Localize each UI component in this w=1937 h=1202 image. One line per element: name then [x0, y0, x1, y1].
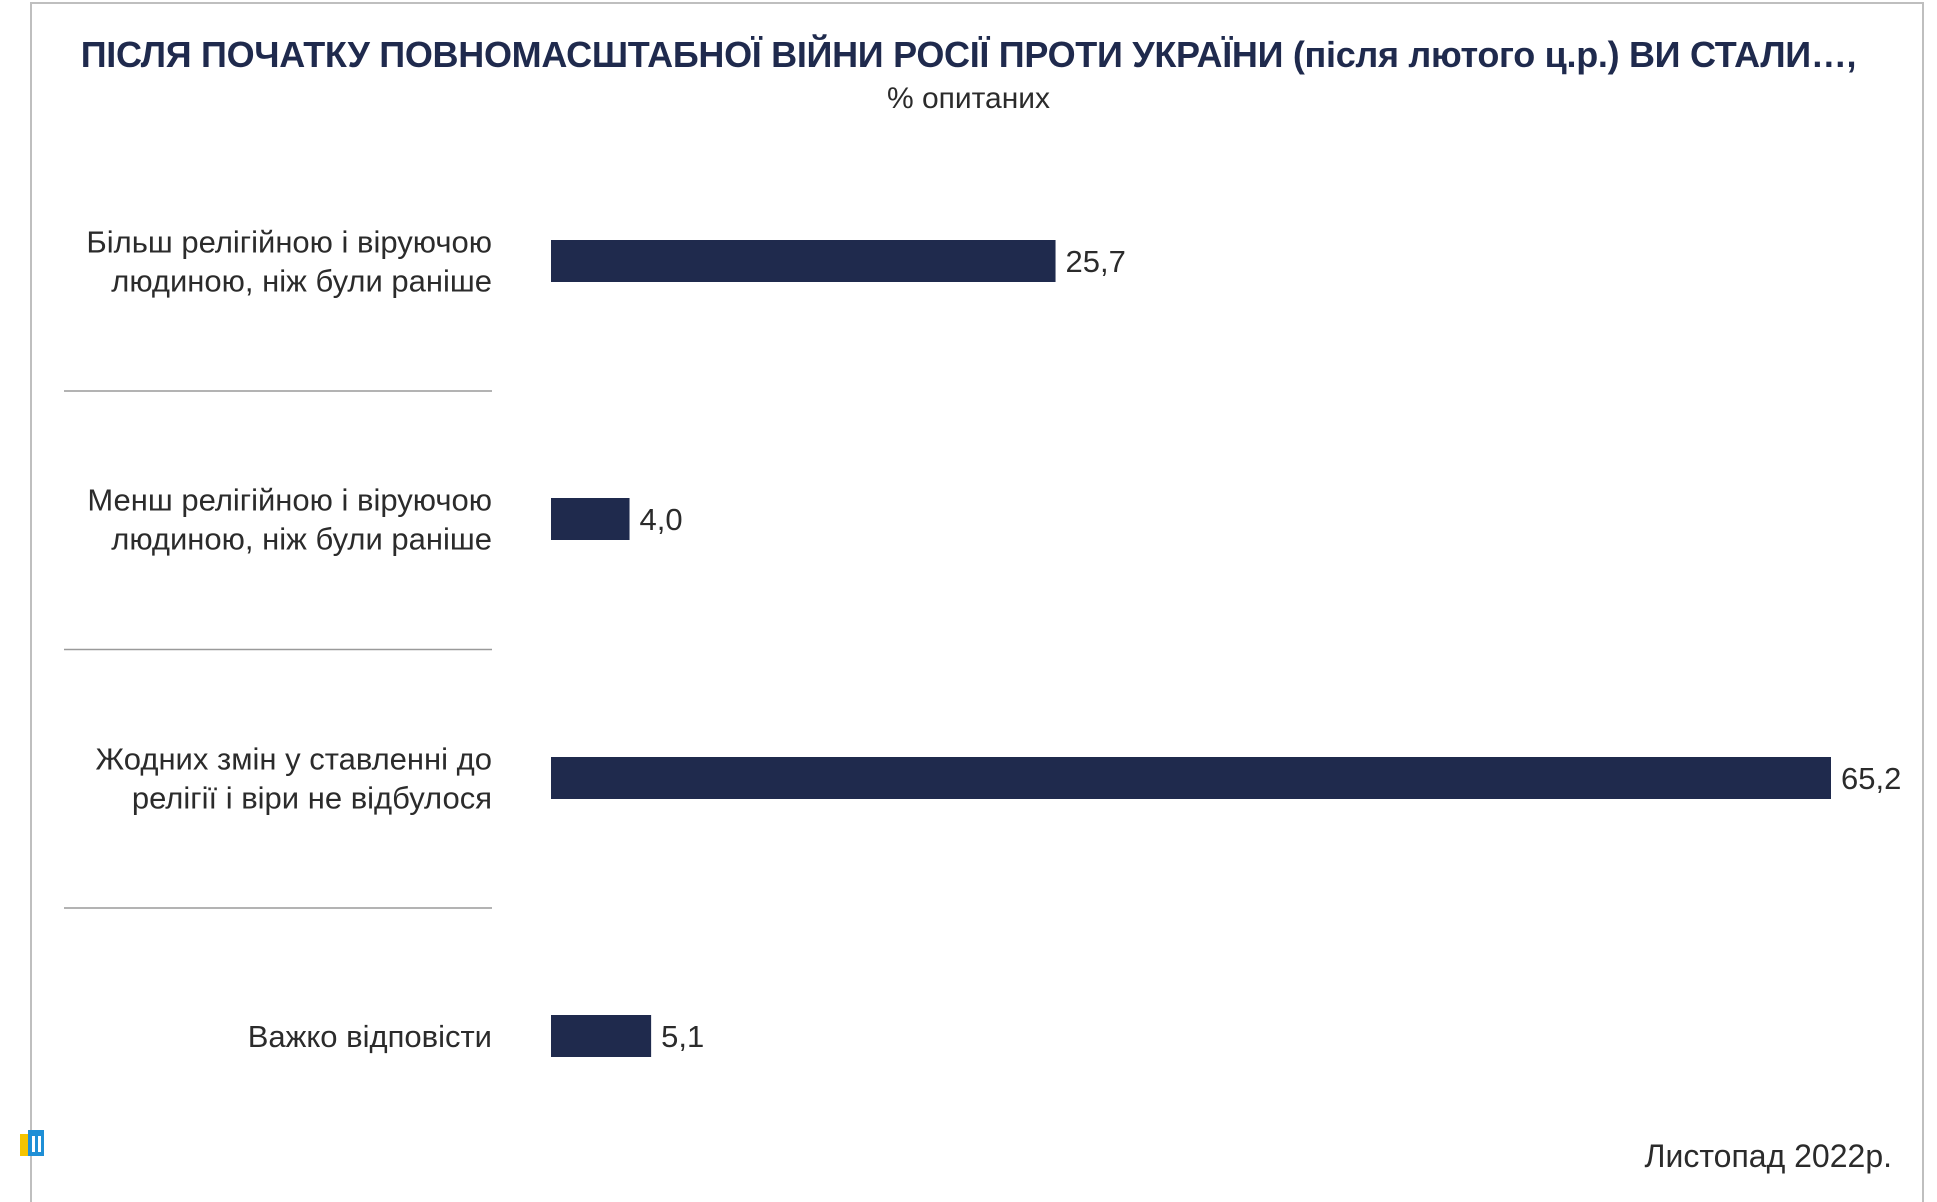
bar [551, 240, 1056, 282]
category-label: релігії і віри не відбулося [132, 781, 492, 816]
category-label: людиною, ніж були раніше [111, 522, 492, 557]
chart-frame [30, 2, 1924, 1202]
data-label: 65,2 [1841, 761, 1901, 796]
category-label: Менш релігійною і віруючою [87, 483, 492, 518]
date-footer: Листопад 2022р. [1644, 1138, 1892, 1174]
category-label: Жодних змін у ставленні до [96, 742, 492, 777]
bar [551, 757, 1831, 799]
category-label: Важко відповісти [248, 1019, 492, 1054]
chart-title: ПІСЛЯ ПОЧАТКУ ПОВНОМАСШТАБНОЇ ВІЙНИ РОСІ… [80, 34, 1857, 75]
category-label: людиною, ніж були раніше [111, 264, 492, 299]
logo-icon [20, 1130, 44, 1156]
data-label: 4,0 [640, 502, 683, 537]
bar-chart: 25,7 Більш релігійною і віруючою людиною, … [64, 225, 1901, 1057]
chart-subtitle: % опитаних [886, 82, 1051, 115]
category-label: Більш релігійною і віруючою [86, 225, 492, 260]
data-label: 5,1 [661, 1019, 704, 1054]
data-label: 25,7 [1066, 244, 1126, 279]
bar [551, 498, 630, 540]
bar [551, 1015, 652, 1057]
